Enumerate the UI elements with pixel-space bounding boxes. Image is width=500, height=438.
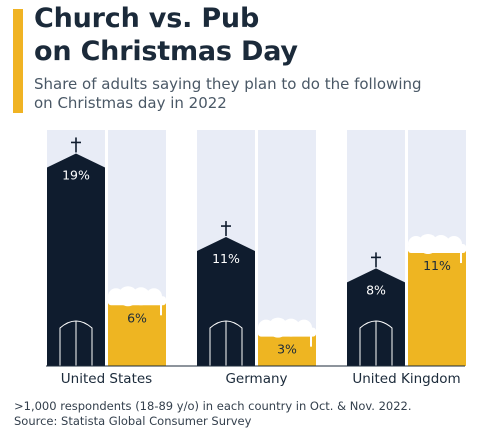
bar-pub-germany [258,334,316,366]
foam-bubble-2 [418,234,438,255]
chart-title-line-1: Church vs. Pub [34,3,260,34]
group-germany: 11% 3% Germany [197,130,316,387]
value-label-church-germany: 11% [212,251,240,266]
beer-drip [460,251,462,264]
beer-drip [310,334,312,347]
chart-title-line-2: on Christmas Day [34,36,298,67]
foam-bubble-2 [118,286,138,307]
beer-foam-icon [408,234,466,255]
cross-icon [221,221,231,237]
foam-bubble-4 [146,288,162,305]
bar-pub-united-kingdom [408,251,466,366]
value-label-pub-united-kingdom: 11% [423,258,451,273]
foam-bubble-4 [446,236,462,253]
bar-church-germany [197,237,255,366]
chart-subtitle: Share of adults saying they plan to do t… [34,75,422,113]
beer-foam-icon [258,317,316,338]
foam-bubble-3 [132,287,150,306]
value-label-church-united-kingdom: 8% [366,282,386,297]
group-united-kingdom: 8% 11% United Kingdom [347,130,466,387]
value-label-pub-germany: 3% [277,342,297,357]
category-label-germany: Germany [225,371,287,387]
bar-church-united-kingdom [347,268,405,366]
bar-pub-united-states [108,303,166,366]
footnote-source: Source: Statista Global Consumer Survey [14,414,252,428]
cross-icon [371,252,381,268]
beer-drip [160,303,162,316]
foam-bubble-3 [432,235,450,254]
accent-bar [13,9,23,113]
chart-title: Church vs. Pub on Christmas Day [34,2,298,68]
group-united-states: 19% 6% United States [47,130,166,387]
foam-bubble-2 [268,317,288,338]
beer-foam-icon [108,286,166,307]
footnote: >1,000 respondents (18-89 y/o) in each c… [14,399,412,429]
chart-subtitle-line-1: Share of adults saying they plan to do t… [34,75,422,93]
bar-church-united-states [47,153,105,366]
category-label-united-kingdom: United Kingdom [352,371,460,387]
category-label-united-states: United States [61,371,152,387]
value-label-pub-united-states: 6% [127,310,147,325]
footnote-note: >1,000 respondents (18-89 y/o) in each c… [14,399,412,413]
cross-icon [71,137,81,153]
foam-bubble-4 [296,319,312,336]
chart-subtitle-line-2: on Christmas day in 2022 [34,94,227,112]
foam-bubble-3 [282,318,300,337]
value-label-church-united-states: 19% [62,167,90,182]
